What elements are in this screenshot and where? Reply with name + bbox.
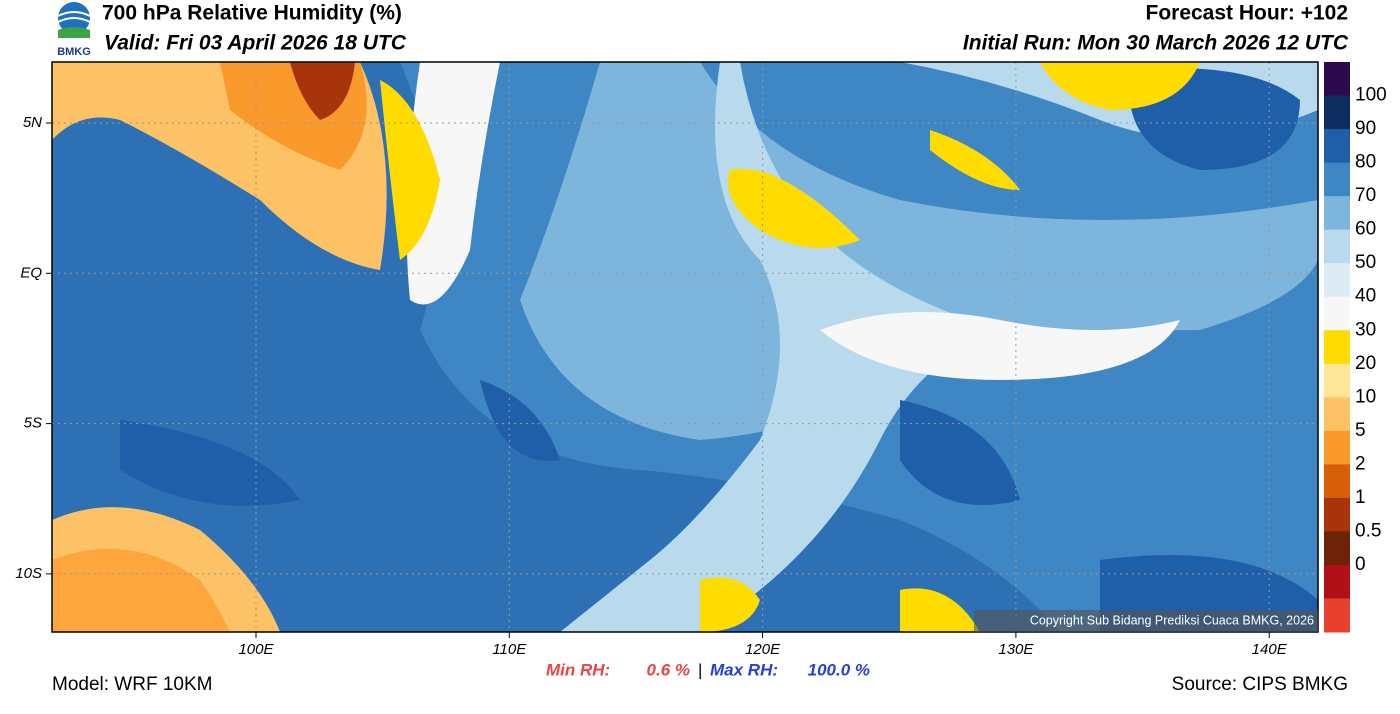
colorbar-label: 0.5: [1355, 520, 1381, 541]
colorbar-swatch: [1324, 430, 1350, 465]
source: Source: CIPS BMKG: [1172, 674, 1348, 695]
colorbar-label: 30: [1355, 319, 1376, 340]
lat-label: 5S: [24, 415, 42, 432]
max-rh-value: 100.0 %: [808, 660, 870, 679]
colorbar-swatch: [1324, 296, 1350, 331]
lon-label: 140E: [1252, 641, 1288, 658]
colorbar-swatch: [1324, 330, 1350, 365]
lon-label: 100E: [238, 641, 274, 658]
colorbar-label: 1: [1355, 487, 1366, 508]
copyright: Copyright Sub Bidang Prediksi Cuaca BMKG…: [1030, 613, 1314, 627]
colorbar-swatch: [1324, 263, 1350, 298]
colorbar-swatch: [1324, 397, 1350, 432]
colorbar-label: 70: [1355, 185, 1376, 206]
colorbar-label: 0: [1355, 554, 1366, 575]
lon-label: 120E: [745, 641, 781, 658]
colorbar-swatch: [1324, 531, 1350, 566]
colorbar-swatch: [1324, 95, 1350, 130]
humidity-field: [52, 62, 1318, 632]
colorbar-label: 90: [1355, 118, 1376, 139]
lon-label: 110E: [492, 641, 527, 658]
colorbar-label: 10: [1355, 386, 1376, 407]
copyright-box: [974, 610, 1318, 632]
colorbar-label: 50: [1355, 252, 1376, 273]
colorbar-swatch: [1324, 196, 1350, 231]
lon-label: 130E: [998, 641, 1034, 658]
colorbar-swatch: [1324, 162, 1350, 197]
colorbar-swatch: [1324, 363, 1350, 398]
min-rh-label: Min RH:: [546, 660, 610, 679]
colorbar-label: 80: [1355, 152, 1376, 173]
colorbar-label: 100: [1355, 85, 1387, 106]
max-rh-label: Max RH:: [710, 660, 778, 679]
valid-time: Valid: Fri 03 April 2026 18 UTC: [104, 32, 407, 55]
colorbar-label: 20: [1355, 353, 1376, 374]
colorbar-label: 60: [1355, 219, 1376, 240]
colorbar-swatch: [1324, 62, 1350, 97]
logo-text: BMKG: [57, 46, 91, 58]
colorbar-label: 2: [1355, 453, 1366, 474]
lat-label: 5N: [23, 114, 42, 131]
initial-run: Initial Run: Mon 30 March 2026 12 UTC: [963, 32, 1349, 55]
colorbar: 100 90 80 70 60 50 40 30 20 10 5 2 1 0.5 0: [1324, 62, 1387, 633]
lat-label: EQ: [20, 264, 42, 281]
map-frame: [51, 61, 1319, 633]
colorbar-label: 5: [1355, 420, 1366, 441]
colorbar-swatch: [1324, 564, 1350, 599]
lat-label: 10S: [15, 565, 42, 582]
title: 700 hPa Relative Humidity (%): [102, 2, 402, 25]
colorbar-swatch: [1324, 464, 1350, 499]
colorbar-swatch: [1324, 129, 1350, 164]
model: Model: WRF 10KM: [52, 674, 212, 695]
graticule: 5N EQ 5S 10S 100E 110E 120E 130E 140E: [15, 62, 1318, 658]
colorbar-swatch: [1324, 497, 1350, 532]
forecast-hour: Forecast Hour: +102: [1146, 2, 1349, 25]
min-rh-value: 0.6 %: [647, 660, 690, 679]
logo: BMKG: [57, 2, 91, 58]
separator: |: [698, 660, 702, 679]
colorbar-swatch: [1324, 598, 1350, 633]
colorbar-label: 40: [1355, 286, 1376, 307]
colorbar-swatch: [1324, 229, 1350, 264]
